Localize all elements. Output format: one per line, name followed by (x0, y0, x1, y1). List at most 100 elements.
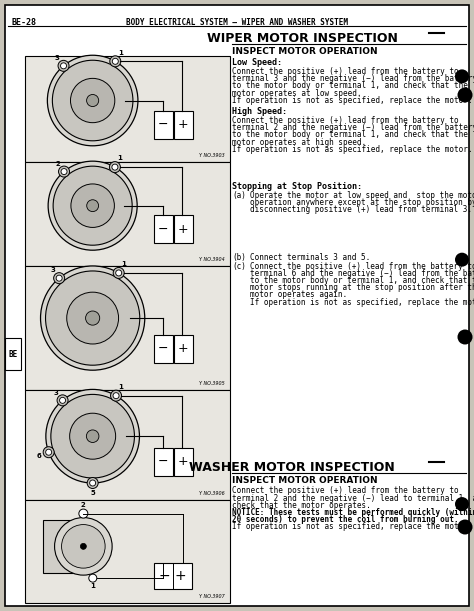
Circle shape (81, 543, 86, 549)
Circle shape (113, 393, 119, 398)
Text: Stopping at Stop Position:: Stopping at Stop Position: (232, 182, 362, 191)
Text: to the motor body or terminal 1, and check that the: to the motor body or terminal 1, and che… (232, 130, 468, 139)
Circle shape (43, 447, 54, 458)
Circle shape (58, 60, 69, 71)
Circle shape (71, 184, 114, 227)
Circle shape (87, 200, 99, 211)
Text: BE-28: BE-28 (12, 18, 37, 27)
Text: motor operates at high speed.: motor operates at high speed. (232, 137, 366, 147)
Circle shape (48, 161, 137, 250)
Circle shape (110, 390, 121, 401)
Text: +: + (178, 222, 188, 236)
FancyBboxPatch shape (25, 266, 230, 390)
Text: 1: 1 (118, 384, 124, 390)
Text: −: − (158, 118, 168, 131)
Circle shape (86, 430, 99, 442)
Circle shape (46, 389, 139, 483)
Circle shape (87, 95, 99, 106)
Circle shape (61, 169, 67, 175)
Text: +: + (178, 455, 188, 468)
Text: INSPECT MOTOR OPERATION: INSPECT MOTOR OPERATION (232, 477, 378, 485)
Text: (a): (a) (232, 191, 246, 200)
Text: If operation is not as specified, replace the motor.: If operation is not as specified, replac… (232, 145, 473, 154)
Text: −: − (158, 455, 168, 468)
Text: Low Speed:: Low Speed: (232, 58, 282, 67)
Text: BE: BE (9, 350, 18, 359)
Circle shape (51, 394, 135, 478)
Text: Connect the positive (+) lead from the battery to: Connect the positive (+) lead from the b… (232, 486, 459, 496)
Circle shape (47, 55, 138, 146)
Text: 2: 2 (55, 161, 60, 167)
Text: terminal 2 and the negative (−) lead from the battery: terminal 2 and the negative (−) lead fro… (232, 123, 474, 132)
FancyBboxPatch shape (173, 215, 192, 243)
Text: If operation is not as specified, replace the motor.: If operation is not as specified, replac… (232, 522, 473, 532)
Text: Y NO.3903: Y NO.3903 (199, 153, 225, 158)
Circle shape (113, 268, 124, 279)
Circle shape (67, 292, 118, 344)
Circle shape (46, 449, 52, 455)
FancyBboxPatch shape (25, 500, 230, 603)
Text: terminal 2 and the negative (−) lead to terminal 1, and: terminal 2 and the negative (−) lead to … (232, 494, 474, 502)
Text: 1: 1 (118, 155, 122, 161)
Text: High Speed:: High Speed: (232, 107, 287, 116)
Circle shape (71, 78, 115, 123)
Text: to the motor body or terminal 1, and check that the: to the motor body or terminal 1, and che… (250, 276, 474, 285)
Circle shape (41, 266, 145, 370)
Circle shape (90, 480, 96, 486)
Text: 3: 3 (54, 390, 59, 396)
Text: operation anywhere except at the stop position by: operation anywhere except at the stop po… (250, 198, 474, 207)
Circle shape (87, 478, 98, 489)
Text: check that the motor operates.: check that the motor operates. (232, 500, 371, 510)
Circle shape (58, 166, 70, 177)
Text: −: − (158, 222, 168, 236)
Text: +: + (178, 342, 188, 355)
Text: 1: 1 (118, 49, 123, 56)
Text: BODY ELECTRICAL SYSTEM – WIPER AND WASHER SYSTEM: BODY ELECTRICAL SYSTEM – WIPER AND WASHE… (126, 18, 348, 27)
Text: Operate the motor at low speed and  stop the motor: Operate the motor at low speed and stop … (250, 191, 474, 200)
Text: (b): (b) (232, 252, 246, 262)
Text: WASHER MOTOR INSPECTION: WASHER MOTOR INSPECTION (189, 461, 395, 474)
FancyBboxPatch shape (5, 338, 21, 370)
Text: to the motor body or terminal 1, and check that the: to the motor body or terminal 1, and che… (232, 81, 468, 90)
Text: terminal 3 and the negative (−) lead from the battery: terminal 3 and the negative (−) lead fro… (232, 74, 474, 83)
Text: (c): (c) (232, 262, 246, 271)
FancyBboxPatch shape (173, 448, 192, 476)
FancyBboxPatch shape (154, 111, 173, 139)
Circle shape (455, 497, 469, 511)
Text: 20 seconds) to prevent the coil from burning out.: 20 seconds) to prevent the coil from bur… (232, 515, 459, 524)
Text: motor stops running at the stop position after the: motor stops running at the stop position… (250, 284, 474, 292)
Text: NOTICE: These tests must be performed quickly (within: NOTICE: These tests must be performed qu… (232, 508, 474, 517)
Circle shape (116, 270, 122, 276)
Circle shape (79, 509, 88, 518)
FancyBboxPatch shape (25, 390, 230, 500)
Text: Connect the positive (+) lead from the battery to: Connect the positive (+) lead from the b… (232, 116, 459, 125)
Circle shape (89, 574, 97, 582)
Text: motor operates again.: motor operates again. (250, 290, 347, 299)
Text: Y NO.3904: Y NO.3904 (199, 257, 225, 262)
Text: INSPECT MOTOR OPERATION: INSPECT MOTOR OPERATION (232, 47, 378, 56)
FancyBboxPatch shape (5, 5, 469, 606)
Text: WIPER MOTOR INSPECTION: WIPER MOTOR INSPECTION (207, 32, 397, 45)
Circle shape (62, 525, 105, 568)
Circle shape (457, 329, 473, 345)
Circle shape (54, 273, 64, 284)
Circle shape (60, 397, 65, 403)
Circle shape (457, 87, 473, 103)
Text: Connect terminals 3 and 5.: Connect terminals 3 and 5. (250, 252, 370, 262)
Text: 5: 5 (90, 490, 95, 496)
Circle shape (61, 63, 66, 69)
Text: If operation is not as specified, replace the motor.: If operation is not as specified, replac… (250, 298, 474, 307)
FancyBboxPatch shape (25, 162, 230, 266)
Text: 3: 3 (50, 268, 55, 274)
Circle shape (457, 519, 473, 535)
FancyBboxPatch shape (154, 563, 191, 589)
Circle shape (455, 253, 469, 266)
FancyBboxPatch shape (25, 56, 230, 162)
Text: 6: 6 (37, 453, 42, 459)
Circle shape (110, 56, 121, 67)
Circle shape (70, 413, 116, 459)
Text: Y NO.3906: Y NO.3906 (199, 491, 225, 496)
Text: +: + (175, 569, 186, 584)
Text: Connect the positive (+) lead from the battery to: Connect the positive (+) lead from the b… (232, 67, 459, 76)
Text: motor operates at low speed.: motor operates at low speed. (232, 89, 362, 98)
